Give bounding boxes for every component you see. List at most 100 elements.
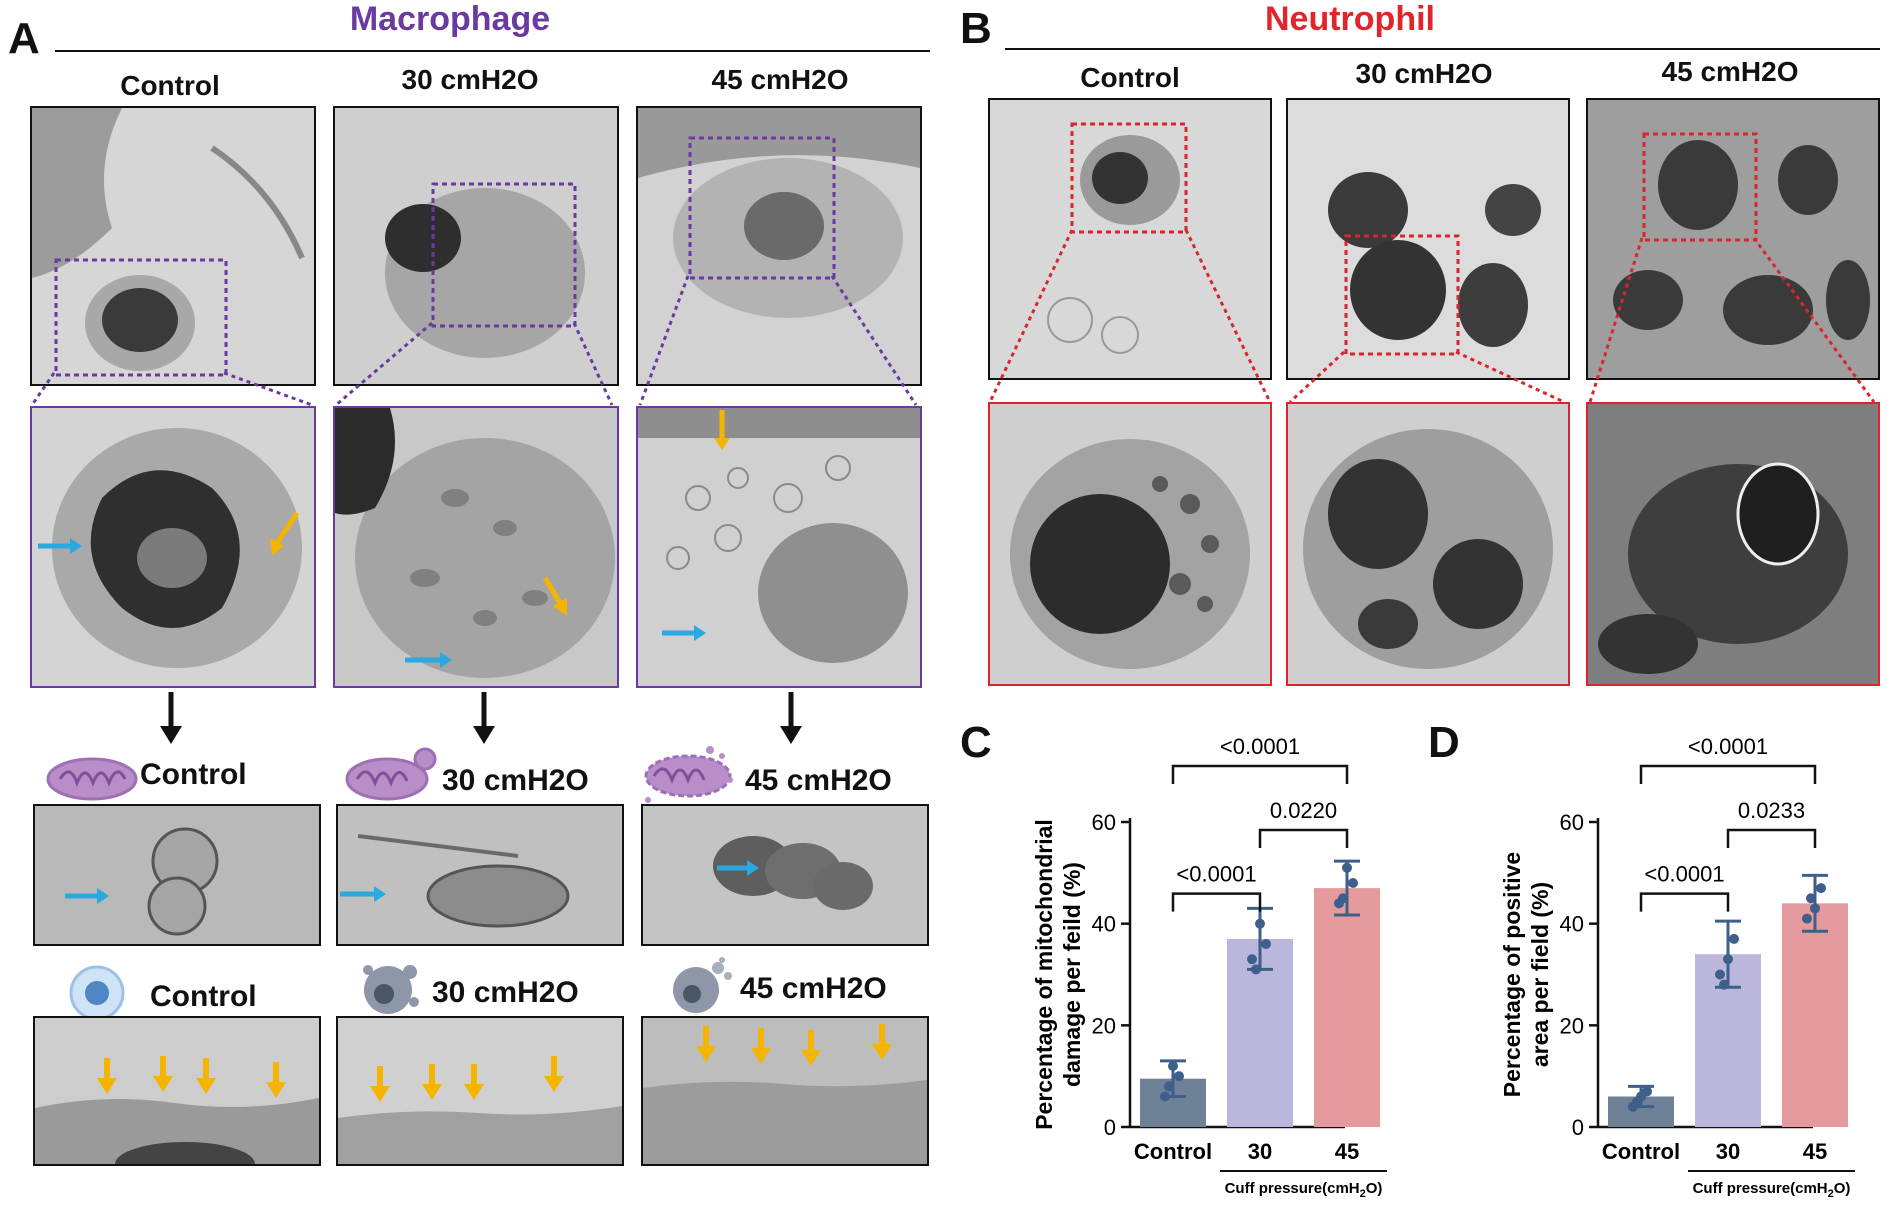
significance-bracket [1171,892,1262,912]
panel-letter-a: A [8,14,40,63]
data-point [1810,903,1820,914]
x-axis-label: Cuff pressure(cmH2O) [1225,1180,1383,1200]
tem-a-45-zoom [636,406,922,688]
y-tick-label: 0 [1104,1115,1116,1140]
b-col-label-45: 45 cmH2O [1661,56,1799,87]
data-point [1255,918,1265,929]
y-axis-label: Percentage of mitochondrialdamage per fe… [1031,819,1085,1130]
tem-a-mito-45 [641,804,929,946]
significance-bracket [1639,764,1817,784]
a-down-arrows [160,692,802,744]
data-point [1806,893,1816,904]
x-tick-label: Control [1602,1139,1680,1164]
tem-a-30-overview [333,106,619,386]
tem-a-membrane-30 [336,1016,624,1166]
panel-letter-c: C [960,718,992,767]
tem-a-membrane-control [33,1016,321,1166]
significance-bracket [1258,828,1349,848]
data-point [1174,1071,1184,1082]
data-point [1164,1081,1174,1092]
x-tick-label: 45 [1335,1139,1359,1164]
b-col-label-30: 30 cmH2O [1355,58,1493,89]
panel-a-rule [55,50,930,52]
tem-b-30-zoom [1286,402,1570,686]
x-axis-label: Cuff pressure(cmH2O) [1693,1180,1851,1200]
a-cell-label-45: 45 cmH2O [740,972,887,1005]
data-point [1261,939,1271,949]
macrophage-title: Macrophage [349,0,551,38]
tem-b-45-zoom [1586,402,1880,686]
y-tick-label: 60 [1560,810,1584,835]
chart-c: 0 20 40 60 Percentage of mitochondrialdamage… [1031,734,1387,1200]
cell-icon-ruptured [673,957,732,1013]
significance-bracket [1726,828,1817,848]
y-tick-label: 60 [1092,810,1116,835]
data-point [1247,954,1257,965]
bar-45 [1782,903,1848,1127]
significance-bracket [1639,892,1730,912]
neutrophil-title: Neutrophil [1265,0,1435,38]
data-point [1632,1096,1642,1107]
mitochondria-icon-swollen [345,747,437,801]
tem-a-30-zoom [333,406,619,688]
p-value-label: <0.0001 [1688,734,1768,759]
panel-letter-d: D [1428,718,1460,767]
tem-b-45-overview [1586,98,1880,380]
data-point [1168,1061,1178,1071]
a-mito-label-30: 30 cmH2O [442,764,589,797]
y-tick-label: 40 [1092,912,1116,937]
p-value-label: <0.0001 [1220,734,1300,759]
tem-a-mito-control [33,804,321,946]
y-tick-label: 20 [1560,1013,1584,1038]
p-value-label: 0.0233 [1738,798,1805,823]
a-col-label-30: 30 cmH2O [401,64,539,95]
data-point [1715,969,1725,980]
tem-a-membrane-45 [641,1016,929,1166]
a-cell-label-control: Control [150,980,257,1013]
x-tick-label: 30 [1248,1139,1272,1164]
tem-b-control-zoom [988,402,1272,686]
a-zoom-lines [30,275,918,407]
b-zoom-lines [988,229,1876,404]
p-value-label: <0.0001 [1644,862,1724,887]
data-point [1348,878,1358,888]
x-tick-label: 30 [1716,1139,1740,1164]
data-point [1816,883,1826,894]
tem-a-control-overview [30,106,316,386]
y-tick-label: 20 [1092,1013,1116,1038]
bar-45 [1314,888,1380,1127]
mitochondria-icon-normal [46,757,138,801]
p-value-label: 0.0220 [1270,798,1337,823]
y-tick-label: 0 [1572,1115,1584,1140]
x-tick-label: 45 [1803,1139,1827,1164]
a-cell-label-30: 30 cmH2O [432,976,579,1009]
chart-d: 0 20 40 60 Percentage of positivearea per fi… [1499,734,1855,1200]
b-col-label-control: Control [1080,62,1180,93]
tem-a-mito-30 [336,804,624,946]
a-mito-label-45: 45 cmH2O [745,764,892,797]
mitochondria-icon-fragmented [644,746,733,803]
data-point [1342,862,1352,873]
panel-b-rule [1005,48,1880,50]
data-point [1729,933,1739,944]
a-col-label-control: Control [120,70,220,101]
x-tick-label: Control [1134,1139,1212,1164]
a-mito-label-control: Control [140,758,247,791]
data-point [1338,893,1348,904]
cell-icon-normal [69,965,125,1021]
a-col-label-45: 45 cmH2O [711,64,849,95]
data-point [1719,979,1729,990]
data-point [1802,913,1812,924]
panel-letter-b: B [960,4,992,53]
cell-icon-blebbing [363,965,419,1014]
y-axis-label: Percentage of positivearea per field (%) [1499,852,1553,1097]
tem-a-control-zoom [30,406,316,688]
data-point [1160,1091,1170,1102]
significance-bracket [1171,764,1349,784]
y-tick-label: 40 [1560,912,1584,937]
tem-b-30-overview [1286,98,1570,380]
data-point [1723,954,1733,965]
p-value-label: <0.0001 [1176,862,1256,887]
tem-b-control-overview [988,98,1272,380]
data-point [1251,964,1261,975]
